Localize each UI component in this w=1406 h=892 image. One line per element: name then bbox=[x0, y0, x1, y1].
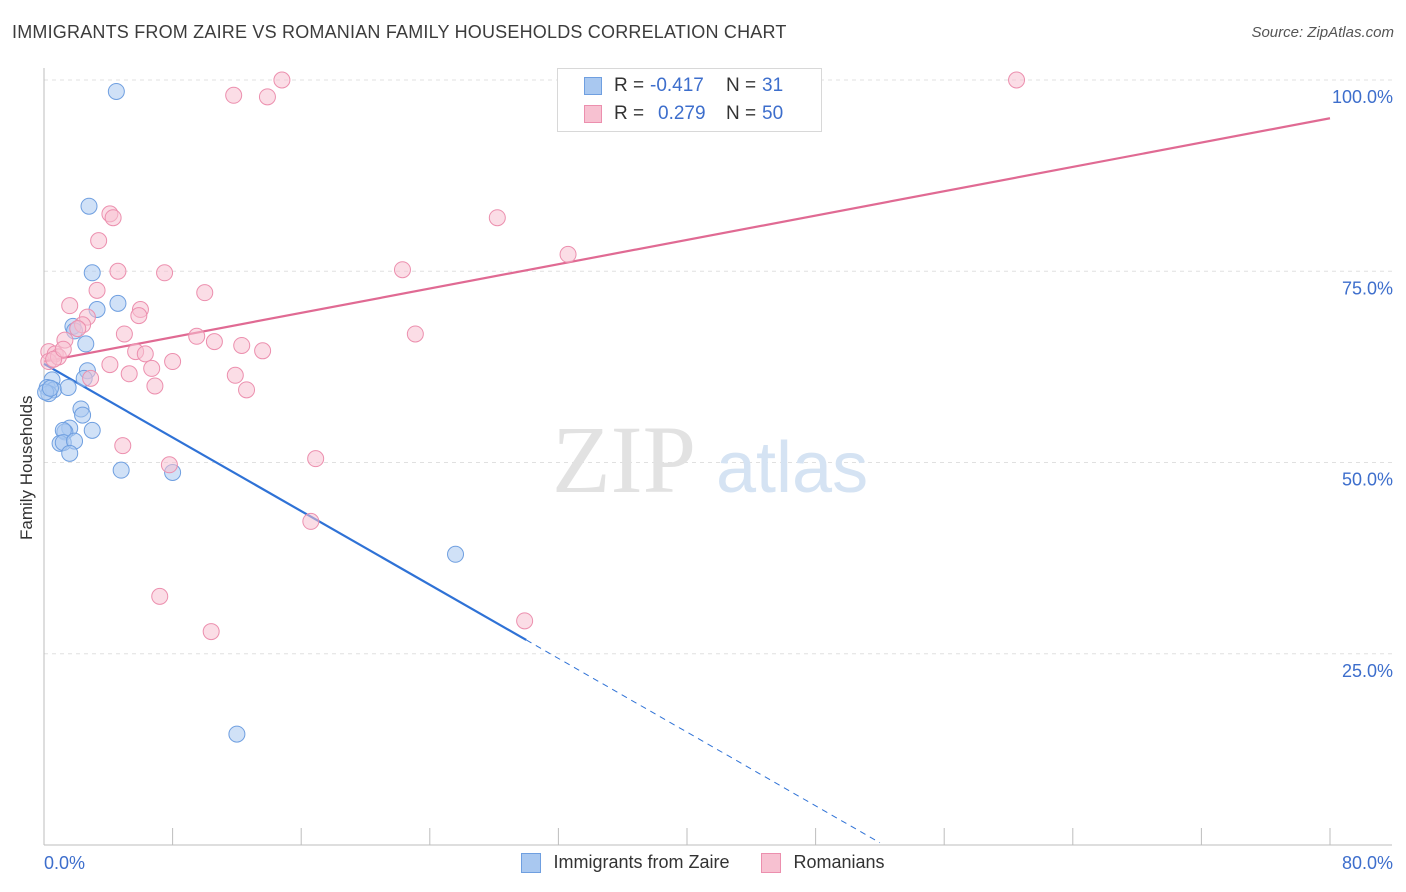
x-tick-label-min: 0.0% bbox=[44, 853, 85, 873]
data-point-zaire bbox=[228, 725, 246, 743]
data-point-romanians bbox=[160, 456, 178, 474]
data-point-romanians bbox=[61, 297, 79, 315]
data-point-zaire bbox=[59, 379, 77, 397]
data-point-zaire bbox=[77, 335, 95, 353]
legend-r-value: 0.279 bbox=[658, 103, 706, 124]
data-point-romanians bbox=[143, 359, 161, 377]
data-point-romanians bbox=[54, 340, 72, 358]
data-point-zaire bbox=[447, 545, 465, 563]
data-point-romanians bbox=[238, 381, 256, 399]
legend-n-label: N = bbox=[726, 103, 757, 124]
legend-swatch-romanians bbox=[584, 105, 602, 123]
data-point-zaire bbox=[80, 197, 98, 215]
data-point-romanians bbox=[307, 450, 325, 468]
data-point-romanians bbox=[393, 261, 411, 279]
data-point-zaire bbox=[83, 264, 101, 282]
data-point-zaire bbox=[61, 444, 79, 462]
data-point-romanians bbox=[1008, 71, 1026, 89]
data-point-zaire bbox=[112, 461, 130, 479]
trend-line-1 bbox=[43, 117, 1331, 363]
data-points bbox=[37, 71, 1026, 743]
data-point-romanians bbox=[130, 307, 148, 325]
data-point-romanians bbox=[233, 336, 251, 354]
data-point-romanians bbox=[225, 86, 243, 104]
data-point-zaire bbox=[109, 294, 127, 312]
trend-line-0 bbox=[43, 362, 527, 641]
data-point-romanians bbox=[90, 232, 108, 250]
data-point-zaire bbox=[41, 379, 59, 397]
data-point-romanians bbox=[120, 365, 138, 383]
data-point-romanians bbox=[254, 342, 272, 360]
series-swatch-romanians bbox=[761, 852, 782, 873]
axes bbox=[43, 68, 1392, 846]
y-tick-label: 50.0% bbox=[1342, 470, 1393, 490]
y-tick-label: 100.0% bbox=[1332, 87, 1393, 107]
data-point-romanians bbox=[516, 612, 534, 630]
data-point-romanians bbox=[488, 209, 506, 227]
data-point-romanians bbox=[273, 71, 291, 89]
data-point-romanians bbox=[406, 325, 424, 343]
trend-line-extension-0 bbox=[526, 639, 881, 844]
data-point-romanians bbox=[104, 209, 122, 227]
data-point-romanians bbox=[109, 262, 127, 280]
legend-n-label: N = bbox=[726, 75, 757, 96]
legend-r-label: R = bbox=[614, 103, 645, 124]
grid-lines bbox=[44, 79, 1392, 655]
trend-lines bbox=[43, 117, 1331, 844]
x-tick-label-max: 80.0% bbox=[1342, 853, 1393, 873]
series-legend-zaire: Immigrants from Zaire bbox=[521, 852, 729, 873]
watermark: ZIP atlas bbox=[552, 406, 868, 513]
data-point-romanians bbox=[82, 369, 100, 387]
data-point-romanians bbox=[101, 356, 119, 374]
y-axis-label-wrap: Family Households bbox=[17, 395, 47, 740]
legend-r-value: -0.417 bbox=[650, 75, 704, 96]
data-point-romanians bbox=[164, 353, 182, 371]
data-point-romanians bbox=[88, 281, 106, 299]
watermark-atlas: atlas bbox=[716, 428, 868, 508]
data-point-romanians bbox=[146, 377, 164, 395]
y-tick-label: 25.0% bbox=[1342, 661, 1393, 681]
series-label-romanians: Romanians bbox=[793, 852, 885, 872]
tick-labels: 100.0% 75.0% 50.0% 25.0% 0.0% 80.0% bbox=[44, 87, 1393, 873]
data-point-romanians bbox=[115, 325, 133, 343]
data-point-romanians bbox=[202, 623, 220, 641]
data-point-zaire bbox=[74, 406, 92, 424]
data-point-romanians bbox=[196, 284, 214, 302]
legend-swatch-zaire bbox=[584, 77, 602, 95]
series-legend: Immigrants from Zaire Romanians bbox=[0, 852, 1406, 873]
chart-title: IMMIGRANTS FROM ZAIRE VS ROMANIAN FAMILY… bbox=[12, 22, 787, 42]
legend-row-zaire: R = -0.417 N = 31 bbox=[558, 72, 783, 100]
data-point-romanians bbox=[188, 327, 206, 345]
correlation-legend: R = -0.417 N = 31 R = 0.279 N = 50 bbox=[557, 68, 822, 132]
data-point-romanians bbox=[114, 437, 132, 455]
data-point-romanians bbox=[258, 88, 276, 106]
data-point-romanians bbox=[136, 345, 154, 363]
legend-n-value: 50 bbox=[762, 103, 784, 124]
data-point-romanians bbox=[69, 320, 87, 338]
data-point-romanians bbox=[226, 366, 244, 384]
data-point-romanians bbox=[205, 333, 223, 351]
series-swatch-zaire bbox=[521, 852, 542, 873]
legend-r-label: R = bbox=[614, 75, 645, 96]
data-point-romanians bbox=[559, 245, 577, 263]
data-point-zaire bbox=[107, 82, 125, 100]
data-point-romanians bbox=[151, 587, 169, 605]
y-axis-label: Family Households bbox=[17, 395, 36, 540]
watermark-zip: ZIP bbox=[552, 406, 696, 513]
data-point-romanians bbox=[302, 512, 320, 530]
series-legend-romanians: Romanians bbox=[761, 852, 885, 873]
source-label: Source: ZipAtlas.com bbox=[1251, 24, 1394, 41]
data-point-romanians bbox=[156, 264, 174, 282]
y-tick-label: 75.0% bbox=[1342, 278, 1393, 298]
series-label-zaire: Immigrants from Zaire bbox=[553, 852, 730, 872]
legend-n-value: 31 bbox=[762, 75, 784, 96]
data-point-zaire bbox=[83, 421, 101, 439]
legend-row-romanians: R = 0.279 N = 50 bbox=[558, 100, 783, 128]
